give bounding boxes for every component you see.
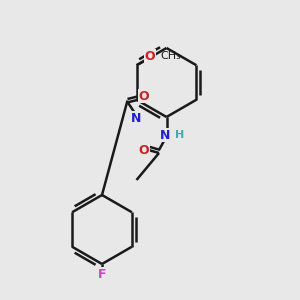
Text: O: O: [139, 143, 149, 157]
Text: H: H: [175, 130, 184, 140]
Text: O: O: [139, 89, 149, 103]
Text: O: O: [145, 50, 155, 63]
Text: N: N: [131, 112, 142, 125]
Text: F: F: [98, 268, 106, 281]
Text: N: N: [160, 128, 170, 142]
Text: CH₃: CH₃: [160, 51, 182, 61]
